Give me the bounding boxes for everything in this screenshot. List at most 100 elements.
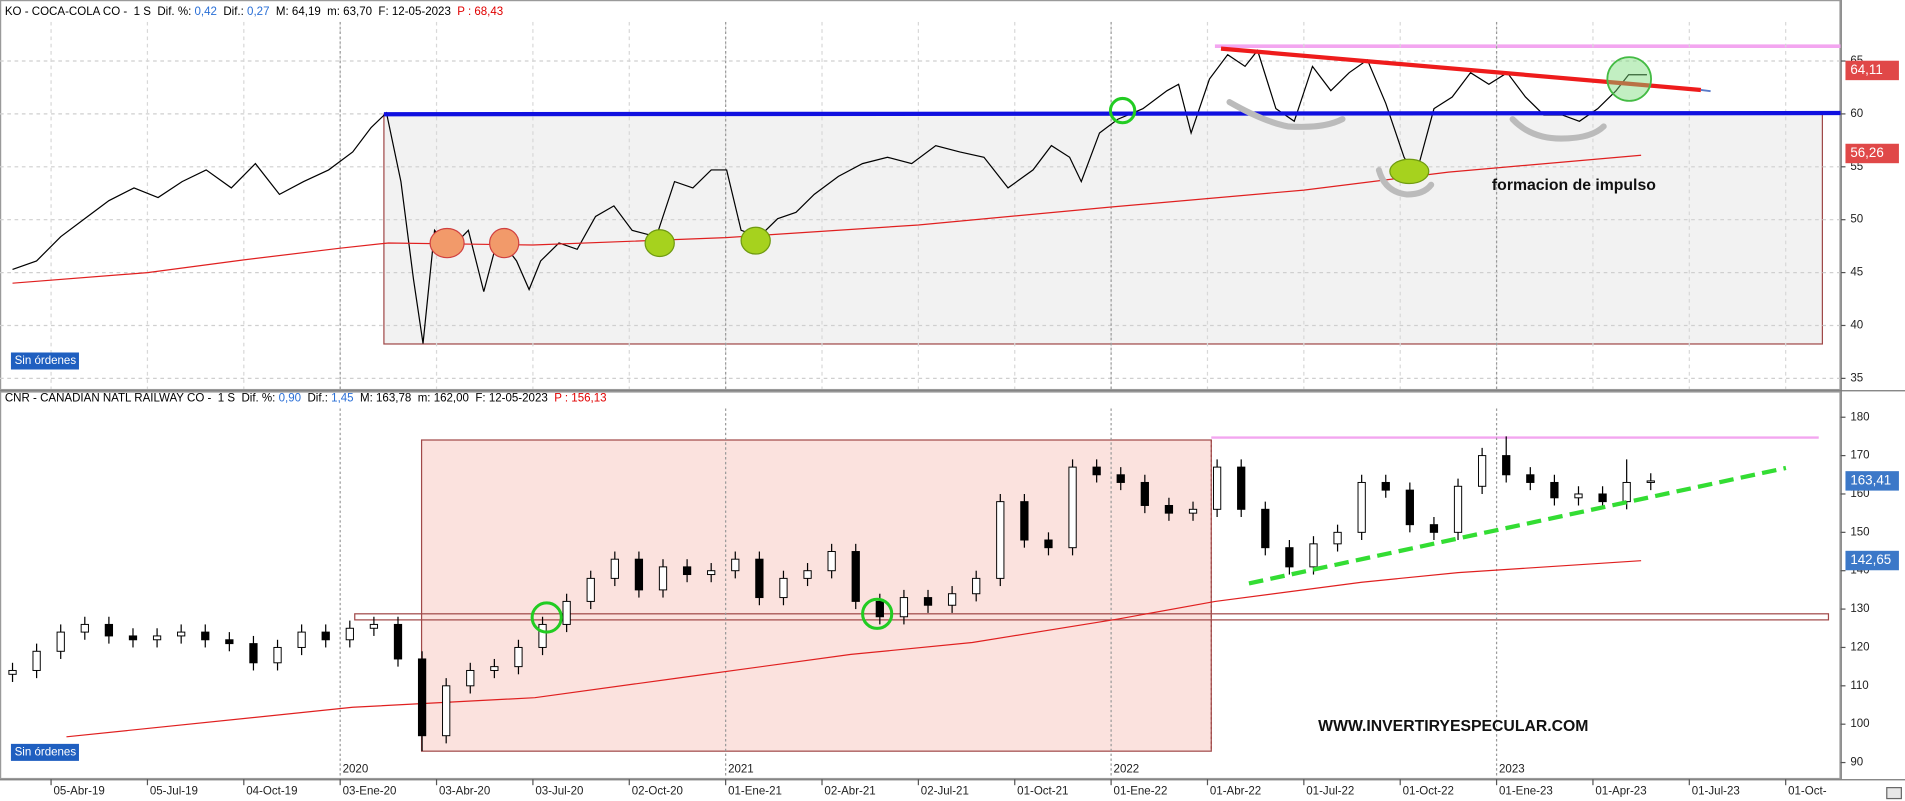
candle-body: [321, 631, 330, 641]
y-tick-label: 110: [1850, 680, 1868, 692]
candle-body: [996, 501, 1005, 579]
y-tick-label: 150: [1850, 526, 1869, 538]
candle-body: [1526, 474, 1535, 483]
candle-body: [152, 635, 162, 641]
price-label-box: [1845, 60, 1899, 81]
y-tick-label: 100: [1850, 718, 1869, 730]
x-tick-label: 01-Apr-23: [1595, 785, 1646, 797]
x-tick-label: 01-Oct-21: [1017, 785, 1068, 797]
marker-circle: [1606, 56, 1652, 102]
candle-body: [1429, 524, 1439, 533]
candle-body: [1116, 474, 1125, 483]
year-label: 2022: [1114, 763, 1140, 775]
y-tick-label: 90: [1850, 757, 1863, 769]
x-tick-label: 01-Ene-23: [1499, 785, 1553, 797]
x-tick-label: 02-Jul-21: [921, 785, 969, 797]
x-tick-label: 04-Oct-19: [246, 785, 297, 797]
candle-body: [201, 631, 210, 641]
candle-body: [249, 643, 258, 664]
pattern-curve: [1375, 167, 1435, 198]
candle-body: [634, 558, 644, 591]
price-label: 56,26: [1850, 145, 1883, 160]
candle-body: [1237, 466, 1246, 510]
candle-body: [177, 631, 186, 637]
candle-body: [417, 658, 427, 737]
candle-body: [369, 623, 379, 629]
candle-body: [1285, 547, 1294, 568]
candle-body: [32, 650, 41, 671]
ko-drawings: [383, 44, 1841, 345]
drawings-under: [354, 44, 1841, 752]
corner-button[interactable]: [1886, 787, 1902, 800]
x-tick-label: 05-Jul-19: [150, 785, 198, 797]
x-tick-label: 05-Abr-19: [54, 785, 105, 797]
support-channel: [354, 613, 1830, 621]
candle-body: [731, 558, 740, 572]
x-tick-label: 03-Jul-20: [535, 785, 583, 797]
candle-body: [875, 600, 884, 618]
marker-ellipse: [489, 227, 520, 259]
price-label-box: [1845, 550, 1899, 571]
candle-body: [586, 577, 595, 602]
candle-body: [1333, 531, 1342, 545]
drawings-over: [383, 46, 1902, 800]
candle-body: [104, 623, 114, 637]
candle-body: [1020, 501, 1029, 541]
x-tick-label: 01-Jul-23: [1692, 785, 1740, 797]
candle-body: [442, 685, 451, 737]
y-tick-label: 40: [1850, 320, 1863, 332]
marker-ellipse: [1389, 158, 1430, 185]
candle-body: [972, 577, 981, 595]
candle-body: [1477, 455, 1487, 487]
header-part: CNR - CANADIAN NATL RAILWAY CO - 1 S Dif…: [5, 393, 279, 405]
marker-circle: [530, 601, 563, 634]
candle-body: [1574, 493, 1583, 499]
candle-body: [1261, 508, 1270, 549]
candle-body: [80, 623, 89, 633]
panel: [8, 408, 1655, 778]
candle-body: [947, 593, 957, 606]
price-label-box: [1845, 471, 1899, 491]
y-tick-label: 130: [1850, 603, 1869, 615]
y-tick-label: 120: [1850, 641, 1869, 653]
candle-body: [1092, 466, 1101, 476]
price-label-box: [1845, 143, 1899, 164]
candle-body: [610, 558, 619, 579]
candle-body: [1381, 481, 1390, 491]
candle-body: [803, 570, 812, 579]
candle-body: [755, 558, 764, 599]
candle-body: [1164, 504, 1174, 514]
candle-body: [1309, 543, 1318, 568]
price-line: [12, 154, 1642, 284]
range-box: [383, 113, 1823, 345]
trend-line: [1220, 46, 1702, 93]
x-tick-label: 03-Abr-20: [439, 785, 490, 797]
pattern-curve: [1226, 99, 1346, 130]
ko-overlays: [383, 46, 1841, 259]
header-part: M: 163,78 m: 162,00 F: 12-05-2023: [354, 393, 555, 405]
plot: [0, 21, 1841, 778]
y-tick-label: 180: [1850, 411, 1869, 423]
candle-body: [1622, 481, 1631, 503]
y-tick-label: 35: [1850, 372, 1863, 384]
header-part: KO - COCA-COLA CO - 1 S Dif. %:: [5, 6, 195, 18]
marker-circle: [1108, 96, 1137, 125]
candle-body: [707, 570, 716, 576]
candle-body: [1212, 466, 1222, 510]
cnr-drawings: [354, 436, 1830, 752]
y-tick-label: 60: [1850, 108, 1863, 120]
candle-body: [1188, 508, 1198, 514]
header-part: 1,45: [331, 393, 353, 405]
x-tick-label: 01-Jul-22: [1306, 785, 1354, 797]
marker-ellipse: [644, 229, 675, 258]
y-tick-label: 170: [1850, 450, 1869, 462]
header-part: 0,42: [194, 6, 216, 18]
status-text: Sin órdenes: [15, 355, 77, 367]
candle-body: [538, 623, 547, 648]
header-part: Dif.:: [301, 393, 331, 405]
range-box: [420, 439, 1212, 752]
candle-body: [393, 623, 403, 660]
header-part: Dif.:: [217, 6, 247, 18]
y-tick-label: 45: [1850, 267, 1863, 279]
